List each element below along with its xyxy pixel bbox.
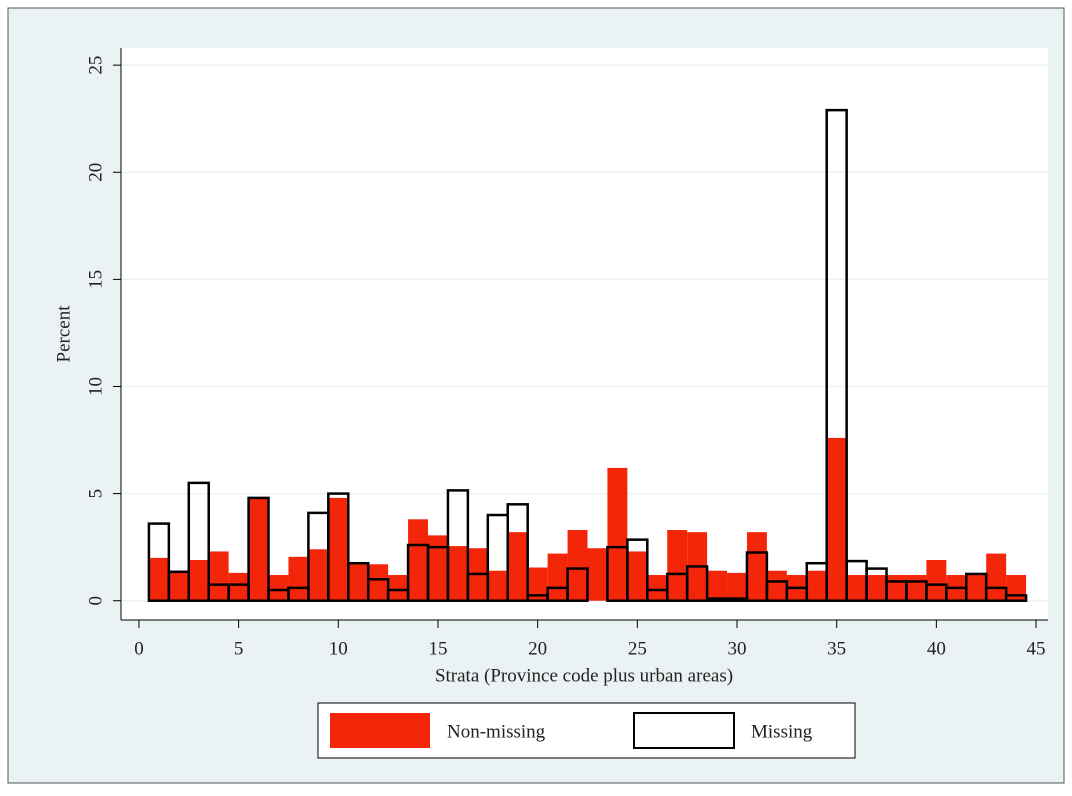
bar xyxy=(745,551,769,602)
bar xyxy=(806,570,827,601)
bar xyxy=(327,492,350,602)
bar xyxy=(825,108,848,602)
bar xyxy=(388,575,409,601)
y-tick-label: 5 xyxy=(85,489,106,499)
bar xyxy=(328,497,349,601)
bar xyxy=(966,575,987,601)
legend-label: Non-missing xyxy=(447,721,546,742)
x-tick-label: 10 xyxy=(329,638,348,659)
bar xyxy=(886,575,907,601)
legend-label: Missing xyxy=(751,721,813,742)
y-axis-title: Percent xyxy=(53,305,74,363)
bar xyxy=(308,549,329,601)
bar xyxy=(187,481,210,602)
bar xyxy=(247,496,270,602)
bar xyxy=(147,522,171,602)
bar xyxy=(826,437,847,601)
y-tick-label: 20 xyxy=(85,163,106,182)
y-tick-label: 10 xyxy=(85,377,106,396)
bar xyxy=(268,575,289,601)
bar xyxy=(188,560,209,601)
plot-region xyxy=(121,48,1048,620)
bar xyxy=(567,530,588,601)
bar xyxy=(707,570,728,601)
bar xyxy=(506,503,529,602)
y-tick-label: 25 xyxy=(85,56,106,75)
legend-swatch xyxy=(330,713,430,748)
bar xyxy=(348,563,369,601)
x-tick-label: 25 xyxy=(628,638,647,659)
bar xyxy=(168,570,189,601)
bar xyxy=(626,538,649,602)
bar xyxy=(746,532,767,601)
x-tick-label: 5 xyxy=(234,638,244,659)
bar xyxy=(428,535,448,601)
bar xyxy=(527,567,548,601)
y-tick-label: 15 xyxy=(85,270,106,289)
bar xyxy=(1004,594,1028,602)
x-axis-title: Strata (Province code plus urban areas) xyxy=(435,665,733,686)
bar xyxy=(566,567,589,602)
bar xyxy=(986,553,1007,601)
bar xyxy=(627,551,648,601)
bar xyxy=(487,570,508,601)
bar xyxy=(607,467,628,601)
bar xyxy=(148,557,169,601)
bar xyxy=(248,497,269,601)
x-tick-label: 30 xyxy=(728,638,747,659)
bar xyxy=(906,575,927,601)
bar xyxy=(725,597,749,602)
bar xyxy=(727,572,747,601)
bar xyxy=(547,553,568,601)
x-tick-label: 40 xyxy=(927,638,946,659)
bar xyxy=(587,548,608,601)
bar xyxy=(447,546,468,601)
bar xyxy=(228,572,249,601)
bar xyxy=(705,597,729,602)
x-tick-label: 20 xyxy=(528,638,547,659)
bar xyxy=(846,575,867,601)
bar xyxy=(685,565,709,602)
bar xyxy=(647,575,668,601)
bar xyxy=(288,556,309,601)
bar xyxy=(667,530,688,601)
y-tick-label: 0 xyxy=(85,596,106,606)
bar xyxy=(368,564,389,601)
x-tick-label: 0 xyxy=(134,638,144,659)
bar xyxy=(408,519,429,601)
bar xyxy=(926,560,947,601)
x-tick-label: 15 xyxy=(428,638,447,659)
x-tick-label: 35 xyxy=(827,638,846,659)
legend-swatch xyxy=(633,712,735,749)
x-tick-label: 45 xyxy=(1027,638,1046,659)
bar xyxy=(446,489,470,602)
bar xyxy=(507,532,528,601)
bar xyxy=(866,575,887,601)
bar xyxy=(1006,575,1027,601)
bar xyxy=(766,570,787,601)
bar xyxy=(208,551,229,601)
